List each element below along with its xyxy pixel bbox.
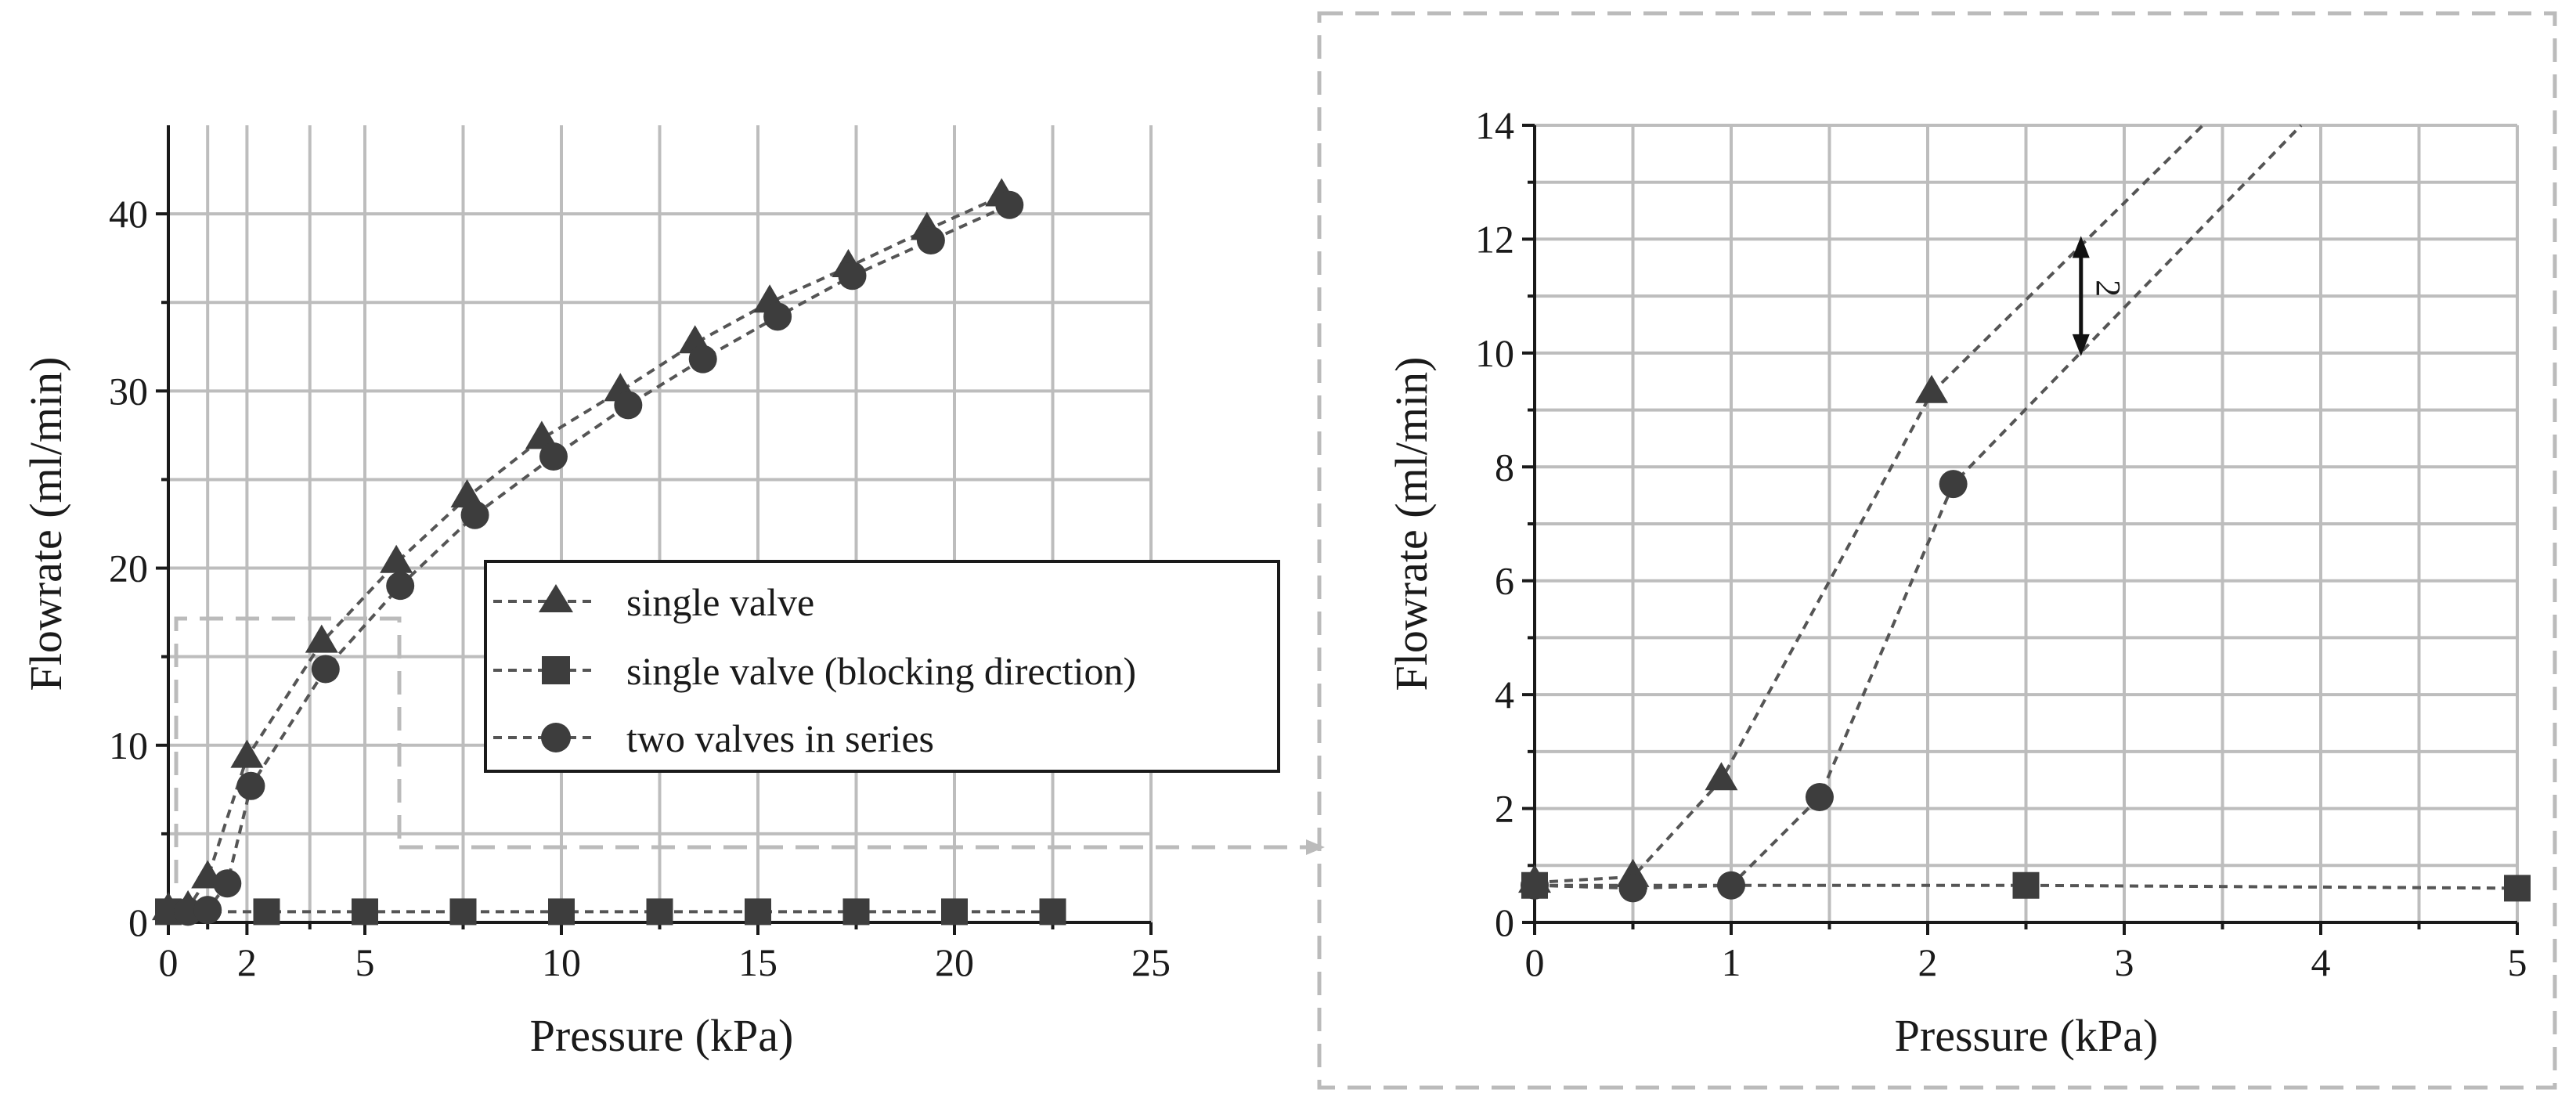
main-series-2-line — [187, 203, 1011, 914]
legend-item-single-valve: single valve — [493, 580, 814, 624]
main-grid — [168, 125, 1153, 922]
zoom-xtick-label-6: 3 — [2115, 940, 2134, 984]
zoom-annotation-label-0: 2 — [2089, 280, 2127, 297]
zoom-grid — [1535, 124, 2519, 922]
main-series-0 — [152, 178, 1019, 921]
zoom-region-box — [174, 616, 402, 883]
main-xtick-label-2: 2 — [237, 940, 257, 984]
main-ytick-label-2: 10 — [109, 723, 148, 767]
main-series-1-point-2 — [352, 898, 378, 926]
main-xtick-label-4: 5 — [355, 940, 375, 984]
zoom-ytick-label-2: 2 — [1495, 787, 1514, 831]
main-series-1-point-6 — [745, 898, 771, 926]
main-series-2 — [174, 190, 1024, 926]
main-xtick-label-12: 25 — [1131, 940, 1171, 984]
main-xtick-label-6: 10 — [542, 940, 581, 984]
zoom-annotation-0: 2 — [2072, 236, 2127, 356]
main-y-axis-title: Flowrate (ml/min) — [20, 357, 71, 691]
main-series-0-point-7 — [525, 420, 558, 449]
arrow-down-icon — [2072, 334, 2090, 356]
zoom-xtick-label-2: 1 — [1722, 940, 1741, 984]
legend-label-two-valves: two valves in series — [626, 716, 934, 760]
main-series-2-point-2 — [213, 869, 242, 898]
zoom-series-2 — [1521, 124, 2303, 903]
zoom-ytick-label-4: 4 — [1495, 673, 1514, 716]
main-series-2-point-6 — [460, 500, 489, 529]
zoom-series-0-point-2 — [1705, 762, 1738, 791]
zoom-series-2-point-3 — [1805, 783, 1834, 812]
main-series-2-point-13 — [995, 190, 1024, 219]
main-series-2-point-10 — [763, 302, 792, 331]
arrow-up-icon — [2072, 236, 2090, 258]
triangle-marker-icon — [539, 584, 573, 612]
zoom-panel-frame — [1317, 11, 2557, 1090]
main-series-2-point-1 — [193, 896, 222, 925]
main-series-2-point-4 — [311, 655, 340, 684]
main-series-2-point-11 — [838, 262, 867, 290]
zoom-series-1-point-1 — [2012, 871, 2040, 899]
circle-marker-icon — [541, 723, 571, 752]
main-series-2-point-12 — [916, 226, 945, 255]
zoom-xtick-label-10: 5 — [2508, 940, 2527, 984]
square-marker-icon — [542, 656, 570, 684]
main-series-0-point-5 — [380, 544, 413, 573]
main-series-2-point-3 — [236, 771, 265, 800]
main-series-2-point-8 — [614, 391, 643, 420]
main-series-1-point-7 — [842, 898, 870, 926]
main-ytick-label-0: 0 — [128, 900, 148, 944]
main-series-1-point-5 — [646, 898, 673, 926]
zoom-ytick-label-6: 6 — [1495, 559, 1514, 603]
zoom-series-0-point-3 — [1915, 374, 1949, 403]
main-series-0-point-4 — [305, 624, 338, 653]
zoom-series-2-point-4 — [1939, 470, 1968, 499]
zoom-ytick-label-10: 10 — [1475, 331, 1514, 375]
zoom-indicator — [174, 616, 1325, 883]
legend-box — [484, 560, 1280, 773]
zoom-series-2-point-2 — [1717, 871, 1745, 900]
zoom-xtick-label-0: 0 — [1525, 940, 1545, 984]
zoom-y-axis-title: Flowrate (ml/min) — [1386, 357, 1437, 691]
main-series-2-point-7 — [539, 442, 568, 471]
main-series-1-point-1 — [253, 898, 280, 926]
main-xtick-label-10: 20 — [935, 940, 974, 984]
zoom-series-2-point-1 — [1618, 874, 1647, 903]
main-series-1-point-4 — [548, 898, 575, 926]
main-x-axis-title: Pressure (kPa) — [530, 1010, 794, 1061]
main-ytick-label-4: 20 — [109, 547, 148, 590]
main-series-2-point-9 — [688, 345, 717, 373]
zoom-connector-arrowhead — [1306, 839, 1325, 855]
main-ytick-label-6: 30 — [109, 369, 148, 413]
zoom-series-2-point-0 — [1521, 871, 1549, 900]
legend-item-two-valves: two valves in series — [493, 716, 934, 760]
legend: single valve single valve (blocking dire… — [484, 560, 1280, 773]
zoom-xtick-label-4: 2 — [1918, 940, 1938, 984]
main-series-1 — [155, 898, 1066, 926]
main-series-2-point-5 — [386, 572, 415, 601]
legend-item-blocking: single valve (blocking direction) — [493, 649, 1136, 693]
zoom-ytick-label-12: 12 — [1475, 217, 1514, 261]
legend-label-single-valve: single valve — [626, 580, 814, 624]
zoom-ytick-label-8: 8 — [1495, 445, 1514, 489]
zoom-series-1-point-2 — [2504, 875, 2531, 902]
zoom-series-2-line — [1534, 124, 2303, 890]
zoom-ytick-label-14: 14 — [1475, 103, 1514, 147]
main-series-1-point-3 — [449, 898, 477, 926]
main-xtick-label-8: 15 — [738, 940, 777, 984]
legend-label-blocking: single valve (blocking direction) — [626, 649, 1136, 693]
main-series-1-point-8 — [941, 898, 968, 926]
zoom-xtick-label-8: 4 — [2311, 940, 2331, 984]
zoom-x-axis-title: Pressure (kPa) — [1895, 1010, 2159, 1061]
zoom-ytick-label-0: 0 — [1495, 900, 1514, 944]
main-ytick-label-8: 40 — [109, 192, 148, 236]
main-series-0-point-6 — [450, 479, 484, 508]
main-series-0-point-3 — [230, 739, 264, 768]
main-xtick-label-0: 0 — [159, 940, 179, 984]
main-series-1-point-9 — [1039, 898, 1066, 926]
